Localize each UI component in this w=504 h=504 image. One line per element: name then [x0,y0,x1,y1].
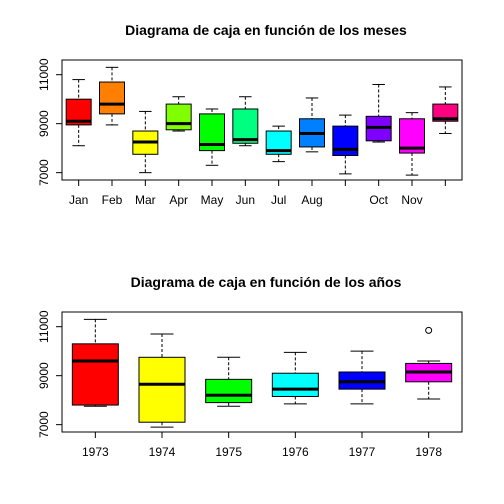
month-8-x-tick-label: Aug [301,193,322,207]
year-4-x-tick-label: 1976 [282,445,309,459]
y-tick-label-11000: 11000 [37,58,51,91]
month-4-box [165,103,192,131]
month-1-x-tick-label: Jan [69,193,88,207]
year-4-box [271,372,319,397]
year-3-x-tick-label: 1975 [215,445,242,459]
year-2-box [138,356,186,423]
y-tick-label-11000: 11000 [37,310,51,343]
years-boxplot-panel: Diagrama de caja en función de los años … [37,274,463,459]
y-tick-label-9000: 9000 [37,362,51,389]
months-plot-frame [61,59,463,181]
year-1-x-tick-label: 1973 [82,445,109,459]
month-12-box [432,103,459,122]
year-3-box [205,378,253,404]
y-tick-label-7000: 7000 [37,411,51,438]
years-chart-title: Diagrama de caja en función de los años [131,274,402,290]
month-6-box [232,108,259,144]
months-boxplot-panel: Diagrama de caja en función de los meses… [37,22,463,207]
year-2-x-tick-label: 1974 [149,445,176,459]
month-2-x-tick-label: Feb [102,193,123,207]
month-7-box [265,130,292,155]
month-5-x-tick-label: May [201,193,224,207]
month-2-box [99,81,125,115]
y-tick-label-7000: 7000 [37,159,51,186]
year-5-x-tick-label: 1977 [349,445,376,459]
years-plot-frame [61,311,463,433]
year-6-outlier [425,326,433,334]
months-x-axis: Jan Feb Mar Apr May Jun Jul Aug Oct Nov [69,180,446,207]
months-y-axis: 7000 9000 11000 [37,58,62,186]
months-chart-title: Diagrama de caja en función de los meses [125,22,407,38]
years-boxes [71,318,453,428]
month-3-x-tick-label: Mar [135,193,156,207]
month-4-x-tick-label: Apr [169,193,188,207]
month-9-box [332,125,359,157]
y-tick-label-9000: 9000 [37,110,51,137]
years-x-axis: 1973 1974 1975 1976 1977 1978 [82,432,442,459]
months-boxes [65,66,459,176]
month-6-x-tick-label: Jun [236,193,255,207]
month-11-x-tick-label: Nov [401,193,422,207]
year-6-x-tick-label: 1978 [415,445,442,459]
month-7-x-tick-label: Jul [271,193,286,207]
year-1-box [71,343,119,406]
years-y-axis: 7000 9000 11000 [37,310,62,438]
month-10-x-tick-label: Oct [369,193,388,207]
